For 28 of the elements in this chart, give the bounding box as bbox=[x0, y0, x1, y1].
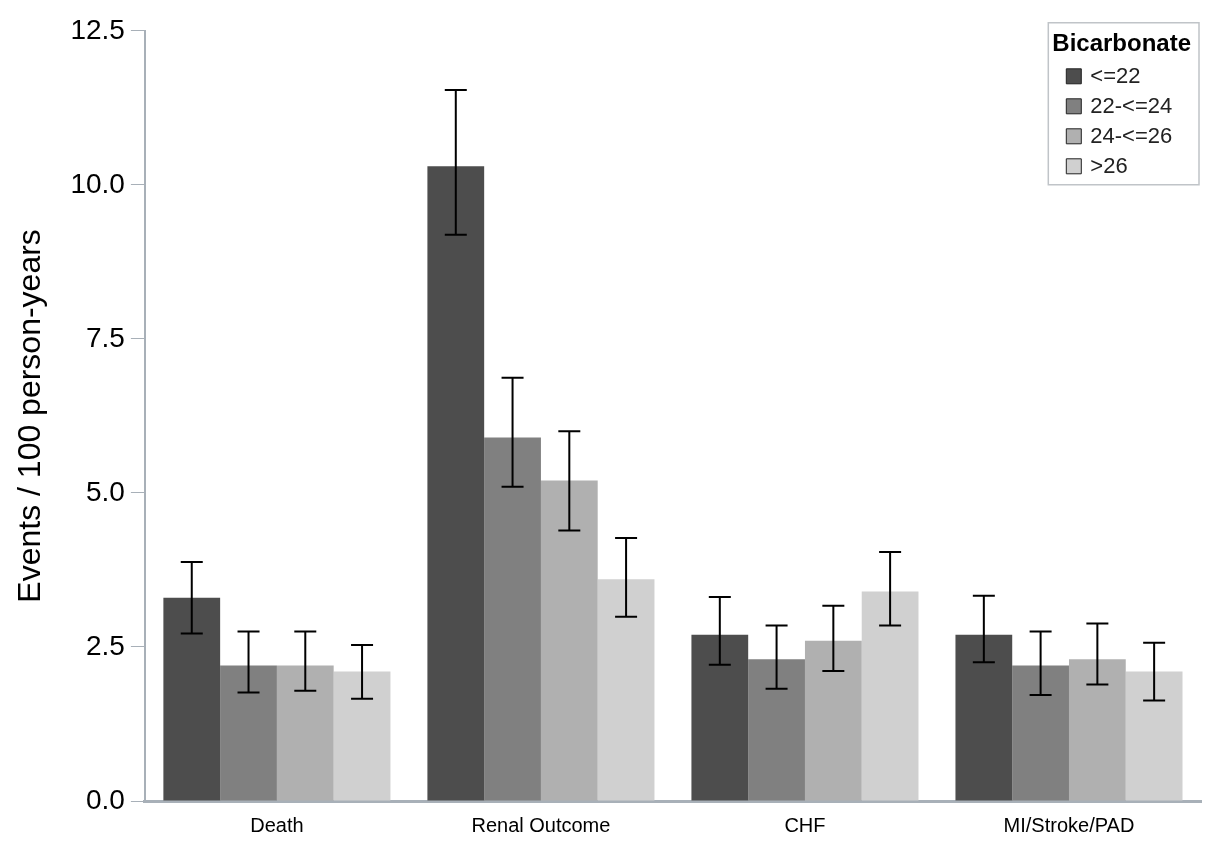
y-tick-label: 2.5 bbox=[85, 629, 125, 661]
bar bbox=[1012, 665, 1069, 801]
y-tick-label: 10.0 bbox=[70, 167, 125, 199]
bar bbox=[484, 437, 541, 801]
legend-label: >26 bbox=[1090, 152, 1128, 178]
y-tick-label: 5.0 bbox=[85, 475, 125, 507]
bar bbox=[597, 579, 655, 801]
y-tick-label: 12.5 bbox=[70, 13, 125, 45]
bar bbox=[861, 591, 919, 801]
legend-label: 22-<=24 bbox=[1090, 92, 1173, 118]
bar bbox=[333, 671, 391, 801]
legend-title: Bicarbonate bbox=[1052, 29, 1191, 57]
x-tick-label: CHF bbox=[784, 813, 826, 836]
bar bbox=[220, 665, 277, 801]
y-axis-title: Events / 100 person-years bbox=[11, 229, 48, 603]
y-tick-label: 0.0 bbox=[85, 783, 125, 815]
bar bbox=[748, 659, 805, 801]
bar bbox=[163, 597, 221, 801]
x-tick-label: Death bbox=[250, 813, 304, 836]
bar bbox=[1125, 671, 1183, 801]
legend-label: 24-<=26 bbox=[1090, 122, 1173, 148]
legend-label: <=22 bbox=[1090, 62, 1141, 88]
y-tick-label: 7.5 bbox=[85, 321, 125, 353]
x-tick-label: Renal Outcome bbox=[471, 813, 611, 836]
bar bbox=[427, 166, 485, 801]
bar bbox=[691, 634, 749, 801]
x-tick-label: MI/Stroke/PAD bbox=[1003, 813, 1135, 836]
bar bbox=[955, 634, 1013, 801]
